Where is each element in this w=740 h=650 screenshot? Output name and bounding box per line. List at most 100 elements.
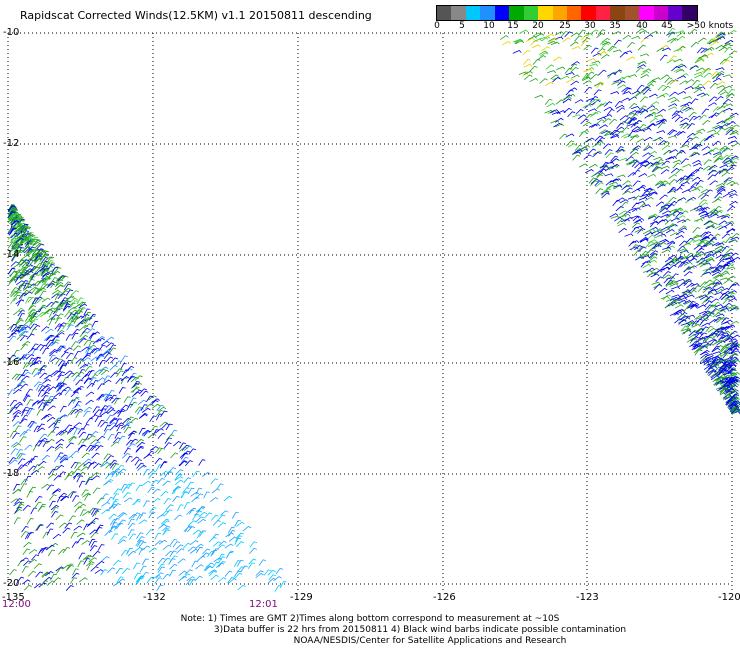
wind-barb — [65, 296, 75, 302]
wind-barb — [691, 324, 701, 328]
wind-barb — [728, 297, 738, 302]
wind-barb — [640, 253, 650, 259]
wind-barb — [648, 93, 658, 98]
wind-barb — [41, 275, 50, 283]
wind-barb — [648, 150, 658, 156]
wind-barb — [80, 318, 89, 325]
wind-barb — [680, 181, 690, 186]
wind-barb — [631, 207, 641, 213]
wind-barb — [63, 281, 72, 288]
wind-barb — [184, 525, 192, 533]
wind-barb — [711, 268, 721, 273]
wind-barb — [598, 168, 607, 175]
wind-barb — [48, 354, 56, 362]
wind-barb — [76, 532, 86, 538]
wind-barb — [9, 298, 18, 305]
wind-barb — [632, 180, 641, 187]
wind-barb — [548, 37, 557, 42]
wind-barb — [46, 580, 56, 586]
wind-barb — [66, 313, 75, 320]
wind-barb — [112, 437, 121, 444]
wind-barb — [73, 472, 81, 480]
wind-barb — [8, 457, 17, 464]
wind-barb — [591, 143, 601, 148]
wind-barb — [712, 377, 722, 382]
wind-barb — [179, 446, 188, 452]
scale-label: 45 — [661, 21, 673, 31]
wind-barb — [729, 340, 739, 347]
wind-barb — [664, 77, 673, 84]
wind-barb — [612, 199, 621, 207]
wind-barb — [722, 98, 731, 105]
wind-barb — [667, 254, 677, 259]
wind-barb — [668, 186, 677, 193]
wind-barb — [729, 200, 738, 206]
wind-barb — [575, 109, 584, 115]
wind-barb — [162, 525, 171, 532]
wind-barb — [723, 390, 733, 395]
wind-barb — [74, 401, 82, 408]
wind-barb — [22, 548, 31, 555]
wind-barb — [668, 156, 677, 160]
wind-barb — [600, 191, 610, 195]
wind-barb — [674, 116, 683, 122]
wind-barb — [678, 227, 688, 232]
wind-barb — [727, 367, 737, 373]
wind-barb — [668, 55, 677, 62]
wind-barb — [628, 103, 638, 109]
wind-barb — [27, 408, 35, 416]
wind-barb — [692, 285, 701, 291]
wind-barb — [161, 510, 170, 517]
wind-barb — [23, 395, 31, 403]
wind-barb — [720, 272, 730, 277]
wind-barb — [54, 323, 63, 330]
wind-barb — [105, 342, 115, 348]
wind-barb — [161, 518, 170, 525]
wind-barb — [723, 126, 733, 131]
wind-barb — [19, 418, 28, 425]
wind-barb — [614, 101, 623, 108]
wind-barb — [91, 444, 100, 451]
wind-barb — [703, 159, 712, 165]
wind-barb — [725, 129, 734, 136]
wind-barb — [81, 452, 90, 459]
wind-barb — [32, 297, 39, 305]
wind-barb — [103, 394, 111, 401]
wind-barb — [91, 320, 99, 328]
wind-barb — [638, 173, 648, 178]
wind-barb — [567, 111, 576, 118]
wind-barb — [178, 570, 188, 576]
wind-barb — [150, 479, 159, 486]
wind-barb — [27, 348, 37, 354]
wind-barb — [574, 99, 584, 104]
wind-barb — [189, 548, 199, 554]
wind-barb — [170, 452, 179, 459]
wind-barb — [723, 346, 732, 353]
wind-barb — [691, 143, 700, 149]
wind-barb — [657, 108, 667, 114]
wind-barb — [526, 37, 535, 42]
wind-barb — [719, 363, 728, 369]
wind-barb — [58, 548, 67, 555]
wind-barb — [711, 35, 720, 42]
wind-barb — [242, 526, 252, 532]
wind-barb — [13, 250, 22, 257]
wind-barb — [17, 458, 26, 465]
wind-barb — [70, 391, 79, 398]
wind-barb — [59, 345, 66, 353]
wind-barb — [710, 375, 720, 381]
wind-barb — [151, 398, 160, 404]
wind-barb — [728, 304, 737, 310]
wind-barb — [609, 181, 619, 185]
wind-barb — [669, 79, 678, 86]
wind-barb — [700, 314, 709, 320]
wind-barb — [165, 423, 173, 431]
wind-barb — [642, 145, 651, 151]
wind-barb — [67, 427, 74, 435]
wind-barb — [606, 109, 615, 116]
wind-barb — [116, 370, 124, 377]
wind-barb — [156, 409, 164, 417]
wind-barb — [94, 415, 102, 423]
wind-barb — [622, 211, 631, 217]
wind-barb — [68, 515, 76, 522]
